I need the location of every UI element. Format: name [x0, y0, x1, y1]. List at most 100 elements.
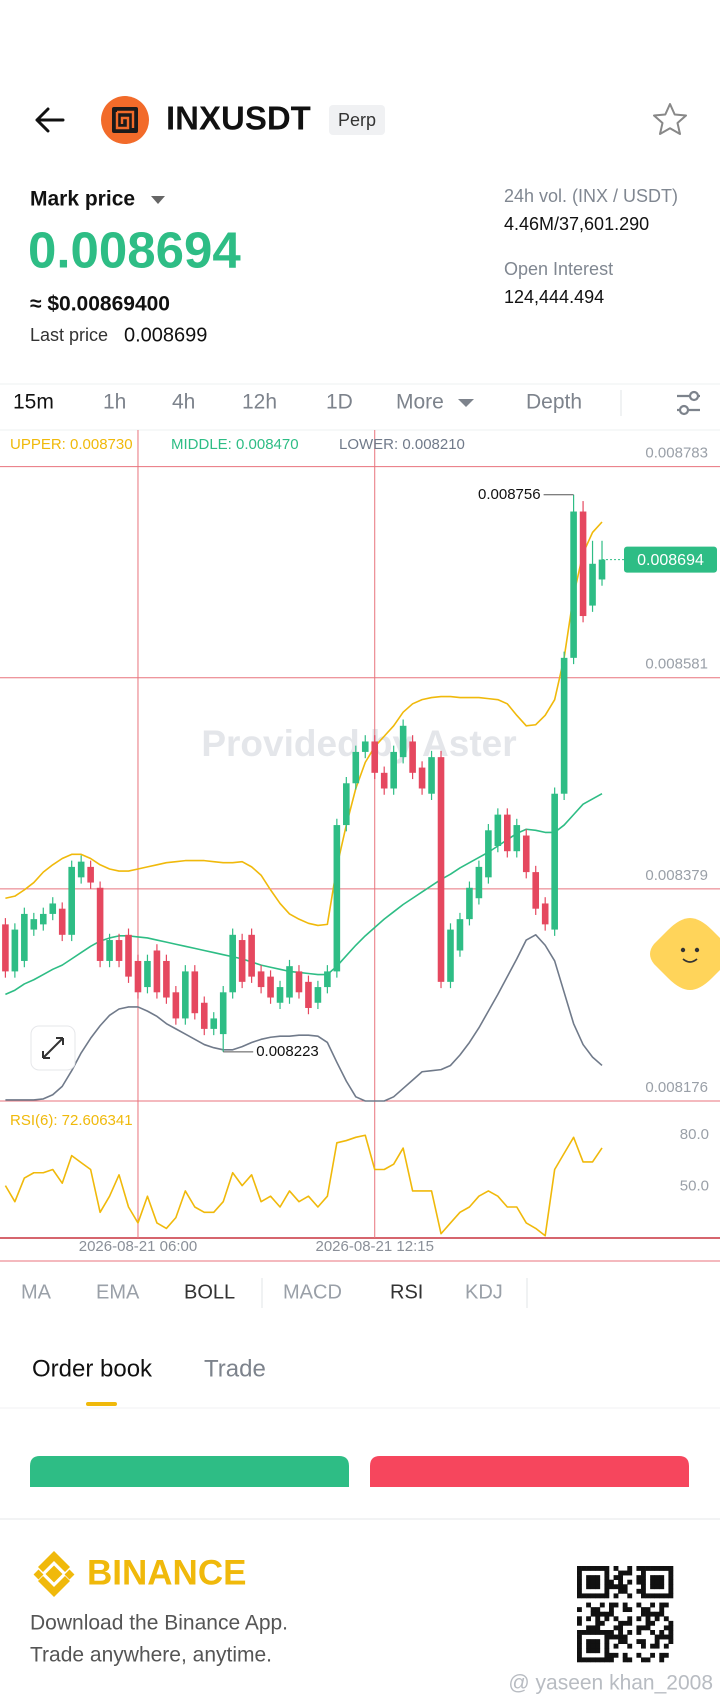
qr-cell: [650, 1593, 656, 1599]
qr-cell: [645, 1620, 651, 1626]
qr-cell: [622, 1634, 628, 1640]
favorite-button[interactable]: [653, 103, 687, 135]
candle-body: [257, 971, 265, 988]
qr-cell: [645, 1625, 651, 1631]
qr-cell: [595, 1616, 601, 1622]
y-tick-label: 0.008176: [645, 1079, 708, 1096]
candle-body: [305, 981, 312, 1008]
qr-cell: [595, 1643, 601, 1649]
assistant-bubble[interactable]: [650, 918, 720, 990]
back-button[interactable]: [35, 107, 65, 133]
qr-cell: [613, 1643, 619, 1649]
indicator-tab[interactable]: EMA: [96, 1281, 140, 1303]
open-interest-label: Open Interest: [504, 259, 613, 279]
qr-cell: [654, 1584, 660, 1590]
dropdown-caret[interactable]: [458, 399, 474, 407]
qr-cell: [599, 1657, 605, 1663]
expand-button[interactable]: [30, 1025, 76, 1071]
qr-cell: [595, 1611, 601, 1617]
candle-body: [49, 903, 57, 914]
qr-cell: [627, 1593, 633, 1599]
qr-cell: [668, 1588, 674, 1594]
qr-cell: [654, 1566, 660, 1571]
mark-price-label[interactable]: Mark price: [30, 188, 135, 211]
qr-cell: [604, 1648, 610, 1654]
book-tab[interactable]: Trade: [204, 1355, 266, 1382]
candle-body: [229, 934, 236, 993]
qr-cell: [609, 1584, 614, 1590]
qr-cell: [622, 1588, 628, 1594]
interval-tab[interactable]: 1h: [103, 391, 126, 414]
footer-text: Trade anywhere, anytime.: [30, 1644, 272, 1667]
candle-body: [39, 913, 47, 925]
interval-tab[interactable]: More: [396, 391, 444, 414]
candle-body: [380, 772, 388, 789]
dropdown-caret[interactable]: [151, 196, 165, 204]
candle-body: [428, 757, 435, 794]
indicator-tab[interactable]: BOLL: [184, 1281, 235, 1303]
qr-cell: [586, 1643, 592, 1649]
qr-cell: [641, 1657, 646, 1663]
qr-cell: [641, 1643, 646, 1649]
candle-body: [418, 767, 426, 789]
qr-cell: [599, 1602, 605, 1608]
qr-cell: [586, 1648, 592, 1654]
qr-cell: [577, 1579, 582, 1585]
indicator-tab[interactable]: KDJ: [465, 1281, 503, 1303]
qr-cell: [595, 1625, 601, 1631]
indicator-line: [4, 1134, 603, 1237]
qr-cell: [654, 1575, 660, 1581]
qr-cell: [604, 1616, 610, 1622]
qr-code: [577, 1566, 674, 1663]
interval-tab[interactable]: 15m: [13, 391, 54, 414]
qr-cell: [668, 1566, 674, 1571]
qr-cell: [590, 1630, 596, 1635]
qr-cell: [590, 1648, 596, 1654]
book-tab[interactable]: Order book: [32, 1355, 153, 1382]
candle-body: [144, 960, 151, 988]
indicator-tab[interactable]: MA: [21, 1281, 52, 1303]
interval-tab[interactable]: 12h: [242, 391, 277, 414]
qr-cell: [641, 1579, 646, 1585]
qr-cell: [663, 1616, 669, 1622]
qr-cell: [586, 1625, 592, 1631]
qr-cell: [659, 1584, 665, 1590]
credit: @ yaseen khan_2008: [508, 1672, 713, 1695]
qr-cell: [668, 1634, 674, 1640]
qr-cell: [650, 1620, 656, 1626]
qr-cell: [604, 1570, 610, 1576]
x-tick-label: 2026-08-21 06:00: [79, 1238, 197, 1255]
sell-button[interactable]: [370, 1456, 689, 1487]
settings-button[interactable]: [677, 390, 700, 416]
candle-body: [485, 830, 492, 878]
qr-cell: [577, 1607, 582, 1613]
candle-body: [191, 971, 199, 1014]
qr-cell: [622, 1639, 628, 1645]
buy-button[interactable]: [30, 1456, 349, 1487]
qr-cell: [668, 1625, 674, 1631]
volume: 4.46M/37,601.290: [504, 214, 649, 234]
qr-cell: [586, 1593, 592, 1599]
qr-cell: [595, 1593, 601, 1599]
qr-cell: [590, 1657, 596, 1663]
qr-cell: [613, 1593, 619, 1599]
candle-body: [2, 924, 9, 972]
depth-tab[interactable]: Depth: [526, 391, 582, 414]
qr-cell: [577, 1652, 582, 1658]
candle-body: [11, 929, 19, 972]
interval-tab[interactable]: 4h: [172, 391, 195, 414]
chart-layer: 0.008783 0.008581 0.008379 0.008176 2026-08-…: [0, 430, 720, 1255]
qr-cell: [668, 1584, 674, 1590]
qr-cell: [590, 1625, 596, 1631]
qr-cell: [641, 1584, 646, 1590]
qr-cell: [577, 1643, 582, 1649]
qr-cell: [659, 1566, 665, 1571]
interval-tab[interactable]: 1D: [326, 391, 353, 414]
indicator-tab[interactable]: RSI: [390, 1281, 423, 1303]
qr-cell: [604, 1643, 610, 1649]
indicator-tab[interactable]: MACD: [283, 1281, 342, 1303]
qr-cell: [636, 1625, 642, 1631]
qr-cell: [618, 1634, 624, 1640]
qr-cell: [604, 1579, 610, 1585]
